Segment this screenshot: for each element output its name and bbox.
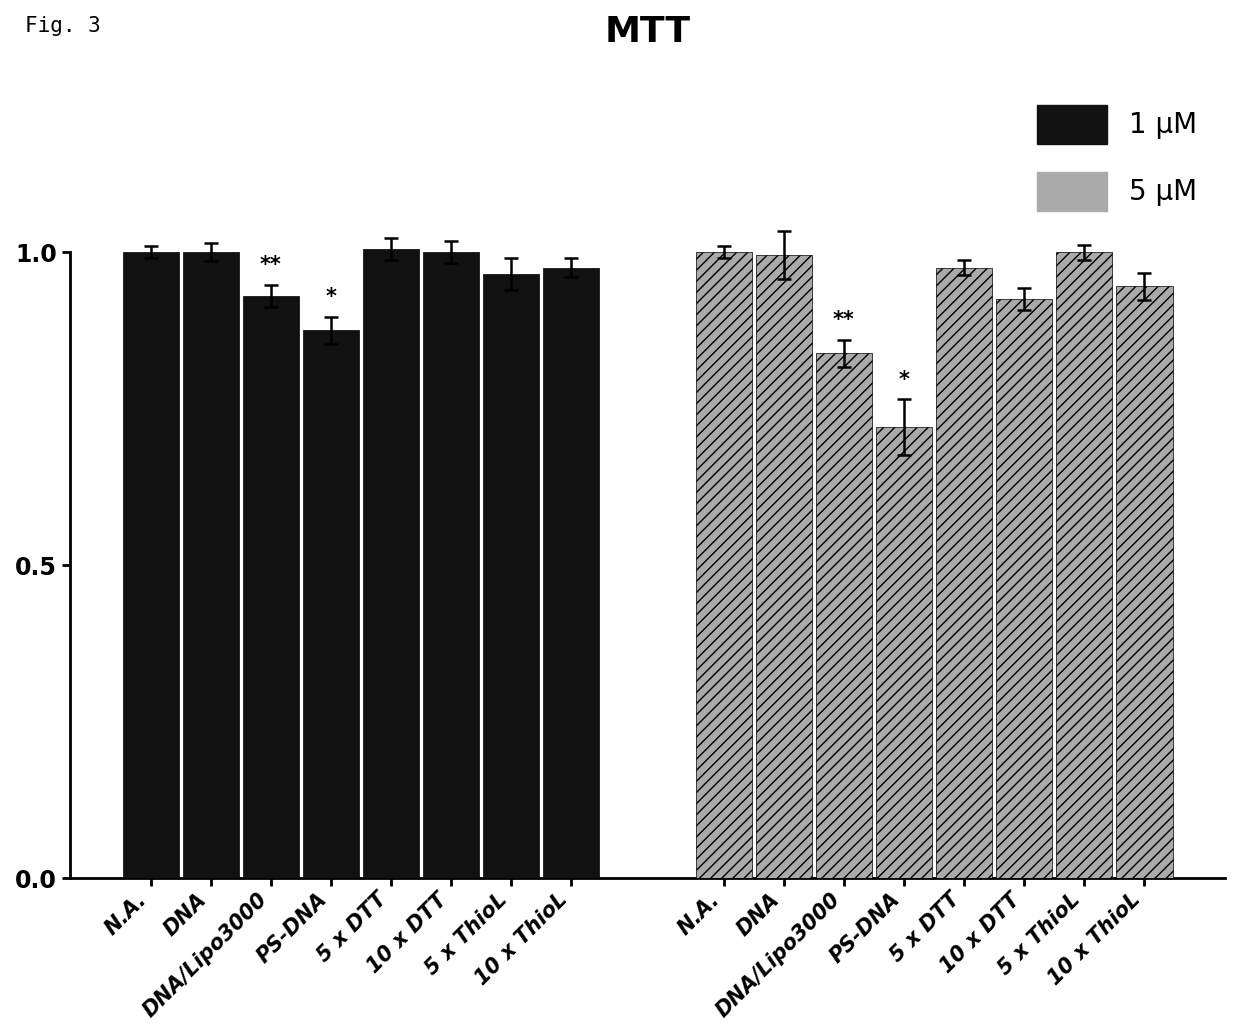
Bar bbox=[936, 267, 992, 879]
Bar bbox=[875, 427, 932, 879]
Text: **: ** bbox=[260, 255, 281, 276]
Bar bbox=[423, 252, 479, 879]
Bar bbox=[484, 274, 539, 879]
Legend: 1 μM, 5 μM: 1 μM, 5 μM bbox=[1023, 90, 1211, 225]
Bar bbox=[1056, 252, 1112, 879]
Bar bbox=[1116, 287, 1173, 879]
Bar bbox=[123, 252, 179, 879]
Text: Fig. 3: Fig. 3 bbox=[25, 16, 100, 35]
Bar bbox=[543, 267, 599, 879]
Bar bbox=[696, 252, 751, 879]
Bar bbox=[363, 249, 419, 879]
Text: **: ** bbox=[833, 311, 854, 330]
Bar bbox=[303, 330, 360, 879]
Bar bbox=[182, 252, 239, 879]
Title: MTT: MTT bbox=[604, 15, 691, 49]
Bar bbox=[243, 296, 299, 879]
Text: *: * bbox=[899, 370, 909, 390]
Bar bbox=[755, 255, 812, 879]
Text: *: * bbox=[326, 287, 336, 307]
Bar bbox=[996, 299, 1053, 879]
Bar bbox=[816, 353, 872, 879]
